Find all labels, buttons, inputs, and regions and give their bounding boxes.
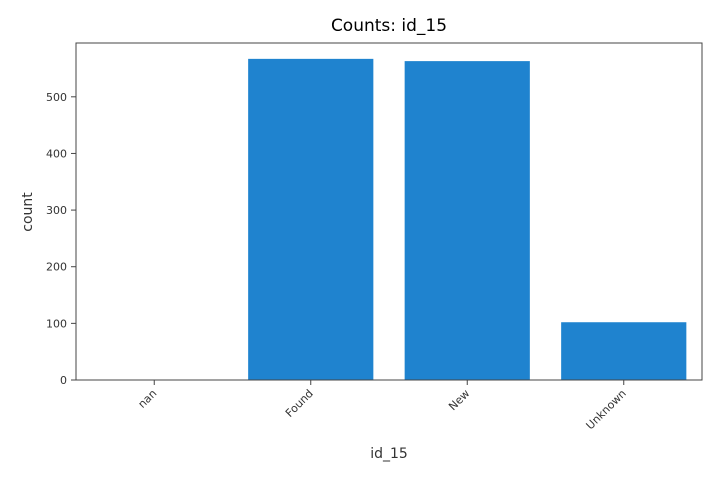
y-tick-label: 100	[46, 317, 67, 330]
y-tick-label: 500	[46, 91, 67, 104]
y-axis-ticks: 0 100 200 300 400 500	[46, 91, 76, 387]
plot-frame	[75, 42, 703, 381]
bar-found	[248, 58, 374, 381]
bars-group	[248, 58, 687, 381]
chart-title: Counts: id_15	[331, 16, 447, 36]
y-axis-label: count	[20, 192, 36, 232]
y-tick-label: 0	[60, 374, 67, 387]
x-axis-label: id_15	[370, 446, 408, 462]
y-tick-label: 400	[46, 147, 67, 160]
y-tick-label: 300	[46, 204, 67, 217]
y-tick-label: 200	[46, 261, 67, 274]
bar-new	[404, 61, 530, 381]
bar-unknown	[561, 322, 687, 380]
